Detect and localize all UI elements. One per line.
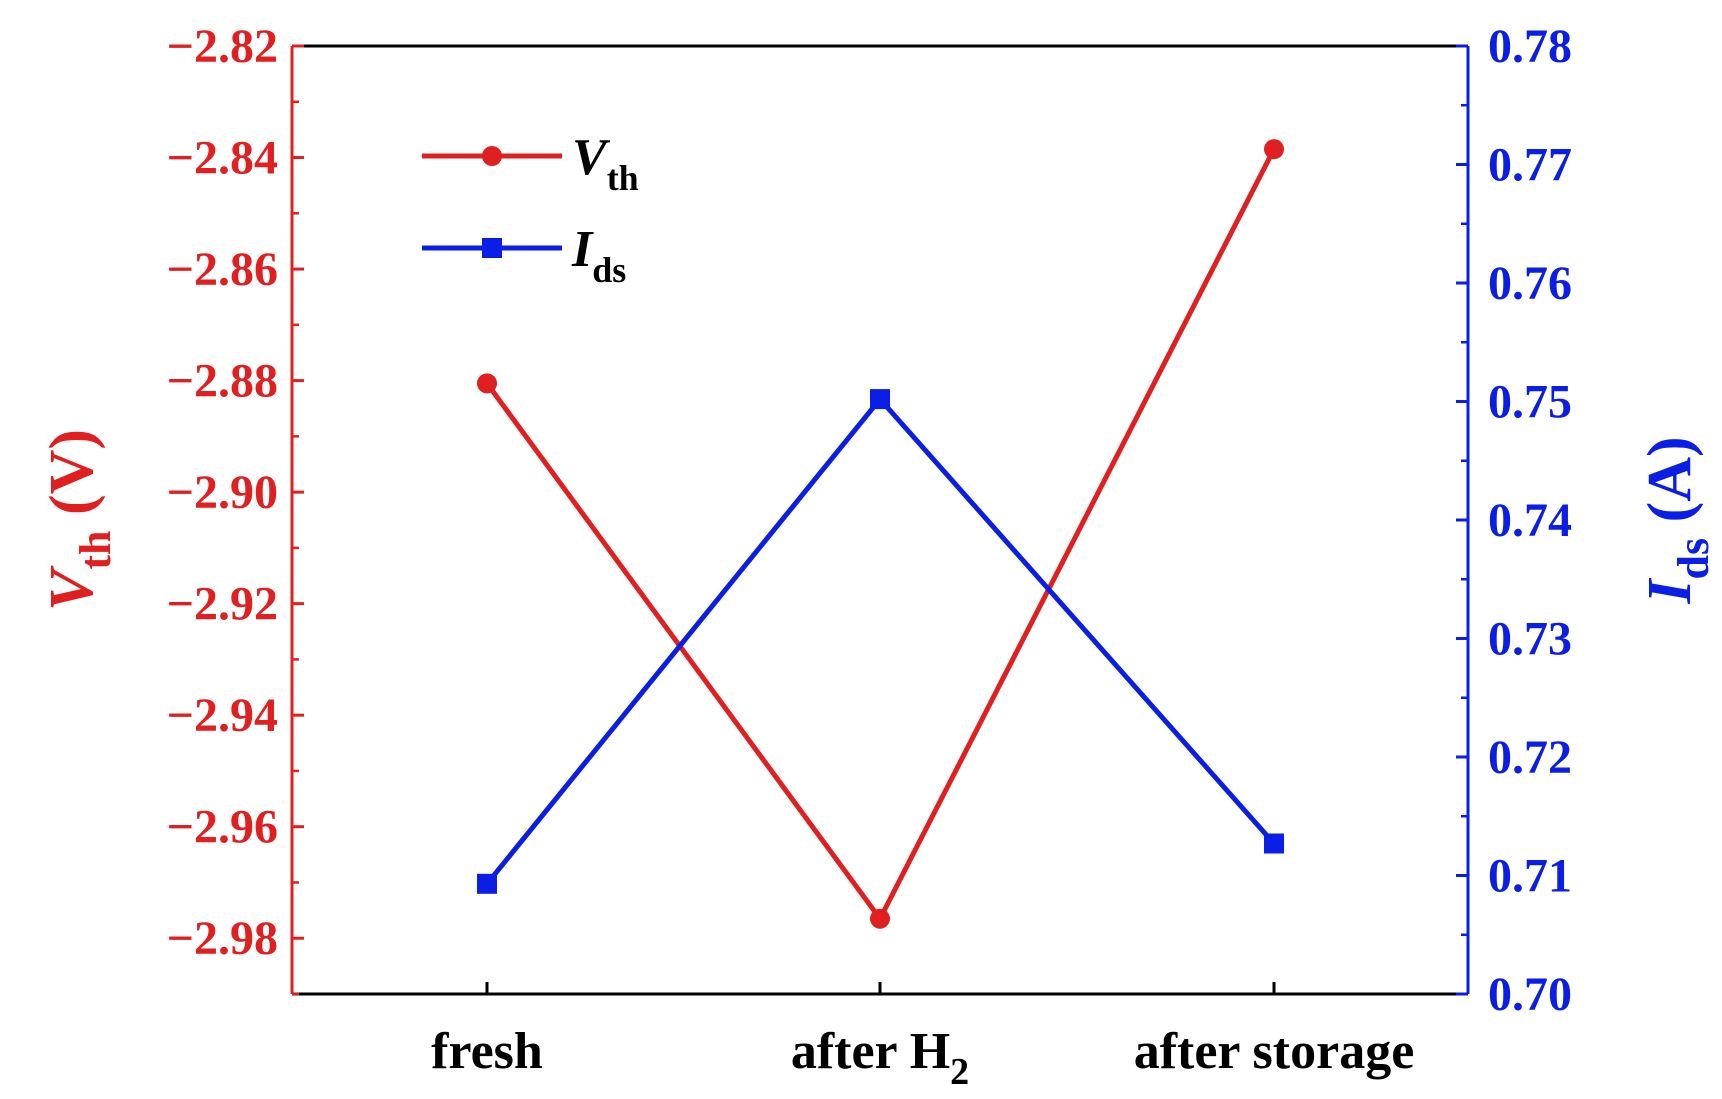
left-tick-label: −2.92 bbox=[167, 578, 278, 631]
data-point-circle bbox=[870, 908, 890, 929]
left-tick-label: −2.84 bbox=[167, 132, 278, 185]
right-tick-label: 0.71 bbox=[1488, 850, 1572, 903]
right-axis-title-main: I bbox=[1636, 578, 1704, 605]
left-y-axis: −2.82 −2.84 −2.86 −2.88 −2.90 −2.92 −2.94 −2.96… bbox=[167, 20, 304, 996]
left-tick-label: −2.82 bbox=[167, 20, 278, 73]
right-tick-label: 0.76 bbox=[1488, 257, 1572, 310]
data-point-square bbox=[1264, 833, 1284, 854]
right-tick-label: 0.75 bbox=[1488, 376, 1572, 429]
data-point-square bbox=[870, 389, 890, 410]
x-axis: fresh after H2 after storage bbox=[431, 982, 1414, 1093]
right-axis-title-unit: (A) bbox=[1636, 436, 1704, 538]
legend: Vth Ids bbox=[422, 129, 639, 290]
data-point-circle bbox=[1264, 139, 1284, 160]
axis-titles: Vth (V) Ids (A) bbox=[38, 429, 1718, 611]
data-point-circle bbox=[477, 373, 497, 394]
left-tick-label: −2.86 bbox=[167, 243, 278, 296]
x-category-subscript: 2 bbox=[950, 1051, 969, 1093]
plot-frame bbox=[292, 44, 1468, 996]
left-axis-title-unit: (V) bbox=[38, 429, 106, 531]
x-category-label: after H2 bbox=[791, 1023, 969, 1093]
legend-label: Vth bbox=[572, 129, 639, 198]
legend-label-main: V bbox=[572, 129, 611, 186]
x-category-label: fresh bbox=[431, 1023, 543, 1080]
right-tick-label: 0.77 bbox=[1488, 139, 1572, 192]
series-line-ids bbox=[485, 395, 1276, 886]
left-axis-title-main: V bbox=[38, 565, 106, 611]
right-axis-title-subscript: ds bbox=[1669, 538, 1718, 580]
right-tick-label: 0.78 bbox=[1488, 20, 1572, 73]
left-tick-label: −2.98 bbox=[167, 912, 278, 965]
left-tick-label: −2.96 bbox=[167, 801, 278, 854]
x-category-text: after storage bbox=[1134, 1023, 1415, 1080]
x-category-label: after storage bbox=[1134, 1023, 1415, 1080]
right-axis-title: Ids (A) bbox=[1636, 436, 1718, 604]
right-tick-label: 0.73 bbox=[1488, 613, 1572, 666]
right-tick-label: 0.72 bbox=[1488, 731, 1572, 784]
left-tick-label: −2.94 bbox=[167, 689, 278, 742]
left-tick-label: −2.88 bbox=[167, 355, 278, 408]
legend-label: Ids bbox=[571, 221, 626, 290]
legend-marker-square bbox=[482, 238, 502, 258]
legend-marker-circle bbox=[482, 146, 502, 166]
right-tick-label: 0.74 bbox=[1488, 494, 1572, 547]
right-y-axis: 0.70 0.71 0.72 0.73 0.74 0.75 0.76 0.77 0.78 bbox=[1456, 20, 1572, 1021]
legend-label-subscript: ds bbox=[592, 250, 626, 290]
left-axis-title-subscript: th bbox=[71, 531, 120, 570]
series-group bbox=[477, 139, 1284, 929]
data-point-square bbox=[477, 873, 497, 894]
left-tick-label: −2.90 bbox=[167, 466, 278, 519]
x-category-text: after H bbox=[791, 1023, 950, 1080]
right-tick-label: 0.70 bbox=[1488, 968, 1572, 1021]
legend-label-subscript: th bbox=[607, 158, 639, 198]
legend-label-main: I bbox=[571, 221, 594, 278]
left-axis-title: Vth (V) bbox=[38, 429, 120, 611]
x-category-text: fresh bbox=[431, 1023, 543, 1080]
